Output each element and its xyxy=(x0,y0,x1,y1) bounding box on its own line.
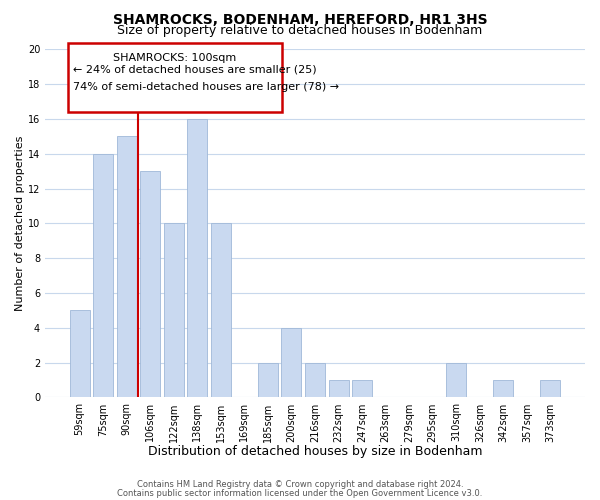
Bar xyxy=(116,136,137,398)
Bar xyxy=(305,362,325,398)
Bar xyxy=(258,362,278,398)
Bar xyxy=(281,328,301,398)
Text: Contains HM Land Registry data © Crown copyright and database right 2024.: Contains HM Land Registry data © Crown c… xyxy=(137,480,463,489)
Bar xyxy=(329,380,349,398)
Bar xyxy=(187,119,207,398)
FancyBboxPatch shape xyxy=(68,43,282,112)
Text: SHAMROCKS: 100sqm: SHAMROCKS: 100sqm xyxy=(113,52,236,62)
Bar xyxy=(352,380,372,398)
X-axis label: Distribution of detached houses by size in Bodenham: Distribution of detached houses by size … xyxy=(148,444,482,458)
Text: Size of property relative to detached houses in Bodenham: Size of property relative to detached ho… xyxy=(118,24,482,37)
Bar xyxy=(70,310,89,398)
Y-axis label: Number of detached properties: Number of detached properties xyxy=(15,136,25,311)
Bar xyxy=(493,380,514,398)
Bar xyxy=(93,154,113,398)
Bar xyxy=(164,224,184,398)
Bar xyxy=(211,224,231,398)
Text: Contains public sector information licensed under the Open Government Licence v3: Contains public sector information licen… xyxy=(118,489,482,498)
Bar xyxy=(541,380,560,398)
Bar xyxy=(446,362,466,398)
Text: 74% of semi-detached houses are larger (78) →: 74% of semi-detached houses are larger (… xyxy=(73,82,338,92)
Text: SHAMROCKS, BODENHAM, HEREFORD, HR1 3HS: SHAMROCKS, BODENHAM, HEREFORD, HR1 3HS xyxy=(113,12,487,26)
Bar xyxy=(140,171,160,398)
Text: ← 24% of detached houses are smaller (25): ← 24% of detached houses are smaller (25… xyxy=(73,65,316,75)
